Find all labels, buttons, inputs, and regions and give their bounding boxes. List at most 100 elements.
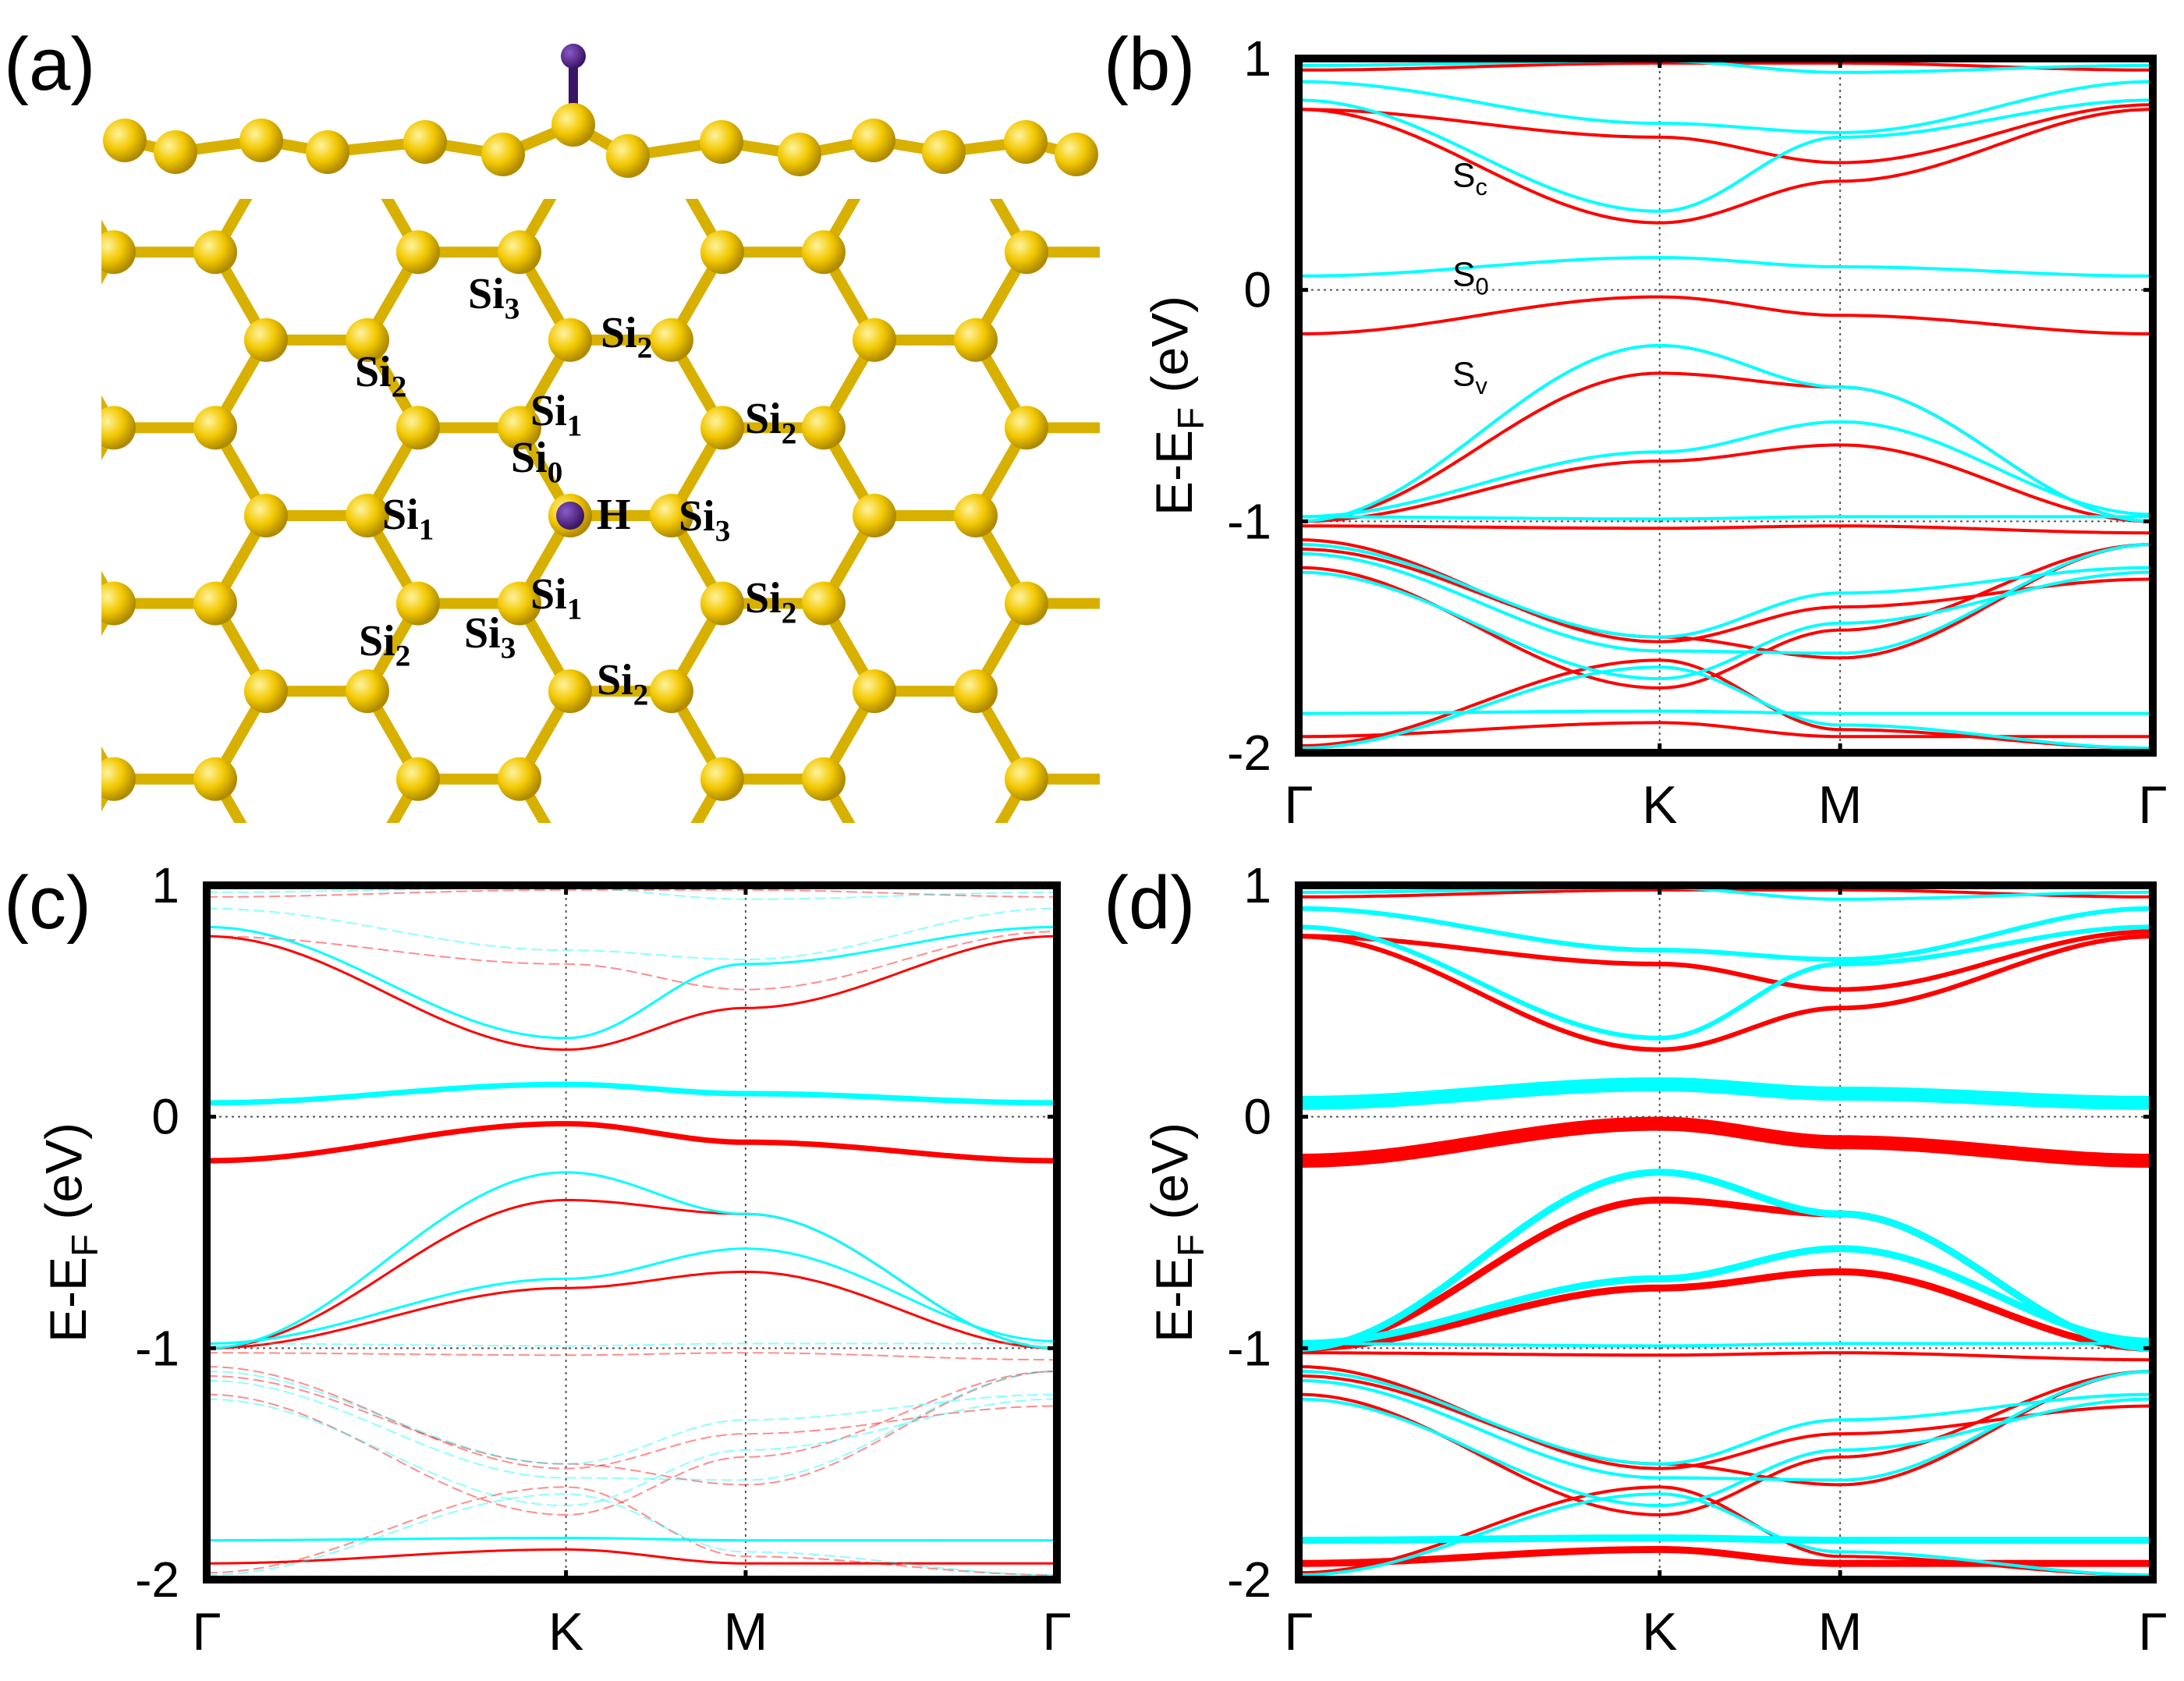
y-tick-label: -1 [1227,1320,1271,1376]
band-line-up [207,1486,1057,1576]
band-line-down [1299,343,2153,523]
si-atom-side [481,133,525,176]
band-line-down [1299,886,2153,901]
band-line-down [207,1371,1057,1465]
band-line-down [207,907,1057,960]
band-plot-d: 10-1-2Γ K M ΓE-EF (eV) [1140,857,2167,1661]
si-si-bond [1280,1130,1331,1218]
band-line-down [1299,1370,2153,1466]
band-line-down [1299,1370,2153,1482]
si-atom [700,757,744,801]
si-si-bond [824,955,874,1043]
si-si-bond [367,0,418,76]
si-atom [244,494,288,537]
si-atom-side [306,130,349,174]
si-atom [193,581,237,626]
si-atom [193,406,237,450]
si-si-bond [519,0,570,76]
si-si-bond [824,0,874,76]
si-atom [853,317,896,362]
si-atom [548,669,592,714]
si-atom [498,230,541,275]
k-point-label: Γ [2138,1602,2167,1661]
si-atom [853,669,896,714]
y-tick-label: 1 [1243,30,1271,87]
si-si-bond [1128,516,1179,604]
si-atom-side [1055,133,1098,176]
si-si-bond [367,1218,418,1307]
si-si-bond [519,867,570,955]
si-atom [396,581,440,626]
band-line-up [1299,1116,2153,1168]
band-line-up [1299,543,2153,690]
si-si-bond [1128,691,1179,779]
band-line-down [1299,420,2153,519]
si-atom [101,230,136,275]
atom-label: Si2 [359,617,410,673]
band-line-up [1299,934,2153,1052]
si-si-bond [367,1306,418,1394]
bands [207,887,1057,1576]
atom-label: Si2 [745,574,796,630]
band-line-up [1299,658,2153,750]
band-line-down [207,1537,1057,1542]
si-atom [954,494,998,537]
y-tick-label: 1 [1243,857,1271,913]
si-si-bond [1432,779,1483,867]
si-si-bond [1280,516,1331,604]
y-axis-label: E-EF (eV) [1140,296,1211,516]
si-atom [396,230,440,275]
plot-frame [1295,55,2157,757]
band-line-down [1299,98,2153,213]
si-si-bond [1432,867,1483,955]
panel-label-b: (b) [1104,23,1195,106]
y-tick-label: -1 [1227,493,1271,549]
si-si-bond [672,955,722,1043]
band-line-down [1299,1492,2153,1577]
si-atom [1005,230,1048,275]
si-atom-side [852,119,895,162]
si-atom-side [606,134,650,178]
k-point-label: K [1642,775,1677,835]
si-si-bond [1280,427,1331,516]
si-si-bond [824,1218,874,1307]
band-line-down [1299,80,2153,134]
atom-label: Si3 [679,492,730,548]
k-point-label: M [1818,1602,1863,1661]
lattice-atoms [101,230,1048,801]
atom-label: Si1 [382,491,434,547]
band-line-down [207,1081,1057,1106]
band-line-up [1299,524,2153,535]
band-line-down [1299,906,2153,962]
atom-label: Si2 [355,348,406,404]
y-tick-label: 0 [1243,1089,1271,1145]
band-line-down [1299,665,2153,750]
band-line-up [1299,929,2153,992]
h-atom [556,502,584,530]
plot-frame [1295,881,2157,1583]
si-si-bond [976,1218,1026,1307]
si-atom-side [778,133,821,176]
y-axis-label: E-EF (eV) [34,1122,105,1342]
band-line-up [207,888,1057,898]
band-line-down [1299,1534,2153,1544]
si-si-bond [824,867,874,955]
band-annotation: S0 [1452,256,1489,300]
band-line-up [207,1548,1057,1565]
si-si-bond [672,1218,722,1307]
band-line-down [1299,1342,2153,1348]
si-atom-side [551,103,595,147]
si-si-bond [1128,779,1179,867]
si-atom [700,406,744,450]
si-si-bond [1280,252,1331,340]
si-si-bond [1432,955,1483,1043]
si-si-bond [976,1130,1026,1218]
band-line-down [1299,59,2153,74]
band-line-up [207,1121,1057,1164]
si-si-bond [215,0,266,76]
k-point-label: Γ [1284,1602,1313,1661]
band-line-down [207,1493,1057,1576]
atom-label: Si2 [745,395,796,451]
